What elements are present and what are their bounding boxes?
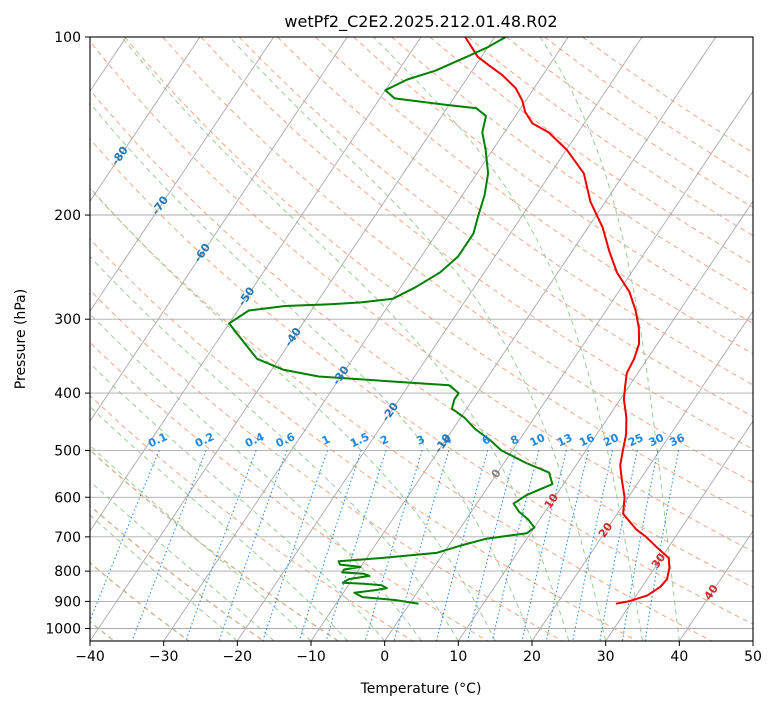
x-tick-label: −40	[75, 649, 105, 665]
isotherm-label: -40	[282, 325, 304, 349]
mixing-ratio-label: 10	[528, 431, 548, 449]
mixing-ratio-label: 0.1	[146, 430, 169, 450]
mixing-ratio-label: 13	[555, 431, 574, 449]
mixing-ratio-line	[186, 450, 256, 641]
moist-adiabat	[0, 37, 311, 641]
isotherm	[0, 37, 274, 641]
dry-adiabat	[583, 37, 775, 641]
y-tick-label: 300	[54, 312, 81, 328]
y-tick-label: 900	[54, 594, 81, 610]
y-tick-label: 100	[54, 30, 81, 46]
x-tick-label: 0	[380, 649, 389, 665]
chart-title: wetPf2_C2E2.2025.212.01.48.R02	[284, 12, 557, 32]
isotherm-label: -70	[149, 193, 171, 217]
y-tick-label: 500	[54, 443, 81, 459]
isotherm	[606, 37, 775, 641]
mixing-ratio-label: 0.2	[193, 430, 216, 450]
isotherm	[753, 37, 775, 641]
mixing-ratio-label: 25	[626, 431, 645, 449]
mixing-ratio-line	[600, 450, 637, 641]
isotherm-label: -10	[432, 431, 454, 455]
dry-adiabat	[125, 37, 775, 641]
dry-adiabat	[0, 37, 562, 641]
mixing-ratio-line	[573, 450, 613, 641]
y-axis-label: Pressure (hPa)	[13, 289, 29, 389]
mixing-ratio-label: 3	[415, 433, 427, 448]
x-axis-label: Temperature (°C)	[360, 681, 482, 697]
y-tick-label: 200	[54, 208, 81, 224]
mixing-ratio-label: 1.5	[348, 430, 371, 450]
moist-adiabat	[0, 37, 237, 641]
profile-lines	[229, 37, 669, 604]
mixing-ratio-label: 16	[577, 431, 597, 449]
moist-adiabat	[0, 37, 458, 641]
isotherm-label: -60	[191, 241, 213, 265]
dry-adiabat	[239, 37, 775, 641]
x-tick-label: 20	[523, 649, 541, 665]
mixing-ratio-line	[82, 450, 159, 641]
isotherm-label: 30	[649, 551, 669, 571]
mixing-ratio-line	[219, 450, 287, 641]
x-tick-label: −30	[149, 649, 179, 665]
isotherm	[679, 37, 775, 641]
temperature-line	[465, 37, 669, 604]
moist-adiabat	[0, 37, 385, 641]
dry-adiabat	[430, 37, 775, 641]
moist-adiabat	[0, 37, 495, 641]
y-tick-label: 1000	[45, 621, 81, 637]
mixing-ratio-label: 0.4	[243, 430, 266, 450]
isotherm	[164, 37, 569, 641]
dry-adiabat	[0, 37, 413, 641]
moist-adiabat	[540, 37, 679, 641]
mixing-ratio-label: 1	[320, 433, 332, 448]
isotherm	[16, 37, 421, 641]
isotherm	[0, 37, 200, 641]
plot-frame	[90, 37, 753, 641]
isotherm	[532, 37, 775, 641]
background-lines	[0, 37, 775, 641]
mixing-ratio-label: 30	[647, 431, 667, 449]
isotherm-label: -20	[379, 400, 401, 424]
x-tick-label: −10	[296, 649, 326, 665]
mixing-ratio-line	[365, 450, 422, 641]
y-tick-label: 400	[54, 386, 81, 402]
x-tick-label: 50	[744, 649, 762, 665]
isotherm-label: 10	[542, 491, 562, 511]
mixing-ratio-line	[326, 450, 386, 641]
y-tick-label: 700	[54, 530, 81, 546]
moist-adiabat	[0, 37, 274, 641]
isotherm	[311, 37, 716, 641]
dry-adiabat	[0, 37, 712, 641]
y-tick-label: 600	[54, 490, 81, 506]
isotherm-label: -30	[330, 363, 352, 387]
mixing-ratio-label: 20	[601, 431, 621, 449]
mixing-ratio-line	[132, 450, 206, 641]
x-tick-label: 30	[597, 649, 615, 665]
dry-adiabat	[354, 37, 775, 641]
x-tick-label: 10	[449, 649, 467, 665]
y-tick-label: 800	[54, 564, 81, 580]
mixing-ratio-line	[468, 450, 517, 641]
x-tick-label: 40	[670, 649, 688, 665]
isotherm-label: -50	[235, 284, 257, 308]
isotherm-label: 0	[489, 467, 504, 481]
x-tick-label: −20	[223, 649, 253, 665]
mixing-ratio-line	[645, 450, 678, 641]
mixing-ratio-label: 2	[378, 433, 390, 448]
dry-adiabat	[277, 37, 775, 641]
